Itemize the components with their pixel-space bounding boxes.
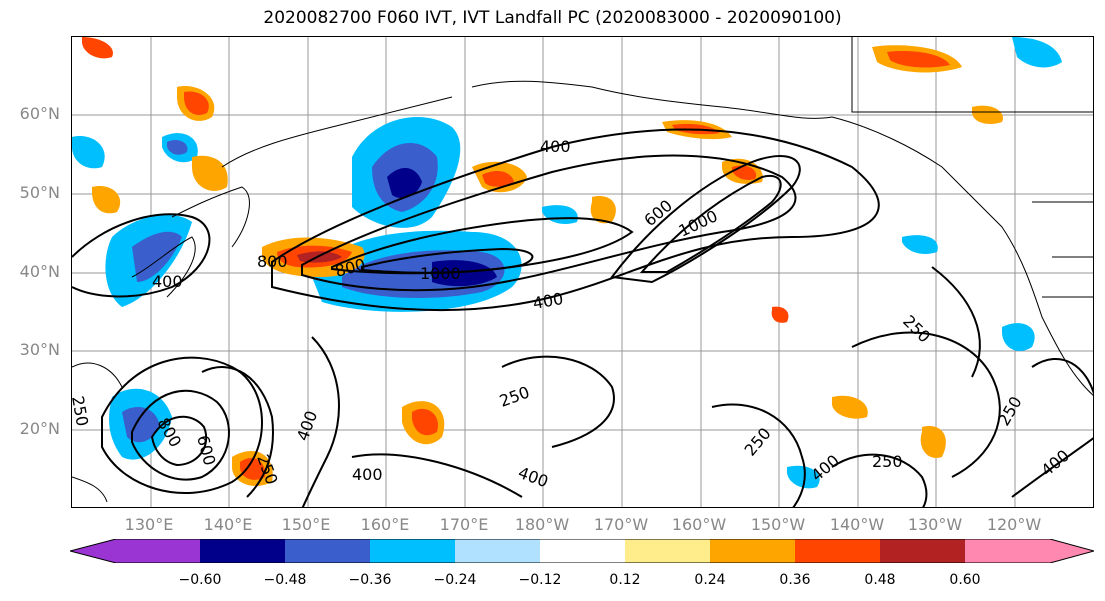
colorbar-tick: 0.60 (949, 572, 981, 588)
colorbar-segment (70, 539, 200, 563)
lat-label: 30°N (19, 340, 60, 359)
lon-label: 160°E (360, 515, 410, 534)
colorbar-segment (965, 539, 1094, 563)
colorbar-segment (285, 539, 370, 563)
lon-label: 150°E (281, 515, 331, 534)
lon-label: 170°W (593, 515, 649, 534)
colorbar-tick: 0.36 (779, 572, 811, 588)
colorbar-tick: −0.12 (518, 572, 562, 588)
contour-label: 400 (352, 465, 383, 484)
map-panel: 400 600 1000 800 1000 400 400 250 250 60… (71, 36, 1094, 508)
contour-label: 250 (72, 394, 92, 427)
colorbar-segment (880, 539, 965, 563)
contour-label: 250 (741, 424, 775, 460)
lon-label: 140°E (203, 515, 253, 534)
gridlines (72, 37, 1093, 507)
contour-label: 400 (540, 137, 571, 156)
colorbar-tick: 0.12 (609, 572, 641, 588)
lat-label: 60°N (19, 104, 60, 123)
lon-label: 160°W (671, 515, 727, 534)
lat-label: 50°N (19, 183, 60, 202)
ivt-contours (72, 128, 1093, 507)
contour-label: 600 (640, 196, 676, 230)
contour-label: 250 (899, 311, 934, 346)
lon-label: 140°W (829, 515, 885, 534)
lon-label: 120°W (986, 515, 1042, 534)
colorbar-tick: 0.24 (694, 572, 726, 588)
map-svg: 400 600 1000 800 1000 400 400 250 250 60… (72, 37, 1093, 507)
lon-label: 180°W (514, 515, 570, 534)
lat-label: 20°N (19, 419, 60, 438)
lat-label: 40°N (19, 262, 60, 281)
colorbar-tick: −0.60 (178, 572, 222, 588)
contour-label: 1000 (420, 264, 461, 283)
colorbar-segment (710, 539, 795, 563)
map-title: 2020082700 F060 IVT, IVT Landfall PC (20… (263, 8, 842, 28)
colorbar-segment (455, 539, 540, 563)
lon-label: 130°W (907, 515, 963, 534)
contour-label: 400 (516, 463, 551, 491)
colorbar-tick: 0.48 (864, 572, 896, 588)
colorbar-segment (795, 539, 880, 563)
contour-label: 400 (152, 272, 183, 291)
colorbar-tick: −0.24 (433, 572, 477, 588)
lon-label: 150°W (750, 515, 806, 534)
contour-label: 250 (497, 382, 532, 410)
contour-label: 250 (872, 452, 903, 471)
colorbar-tick: −0.48 (263, 572, 307, 588)
colorbar (70, 539, 1094, 563)
lon-label: 130°E (124, 515, 174, 534)
contour-label: 400 (293, 408, 321, 443)
coastlines (72, 37, 1093, 503)
colorbar-segment (540, 539, 625, 563)
colorbar-tick: −0.36 (348, 572, 392, 588)
contour-label: 600 (193, 433, 219, 467)
colorbar-segment (200, 539, 285, 563)
negative-anomaly-fills (72, 37, 1062, 489)
contour-label: 800 (257, 252, 288, 271)
lon-label: 170°E (439, 515, 489, 534)
colorbar-segment (370, 539, 455, 563)
contour-label: 400 (531, 289, 564, 313)
colorbar-segment (625, 539, 710, 563)
